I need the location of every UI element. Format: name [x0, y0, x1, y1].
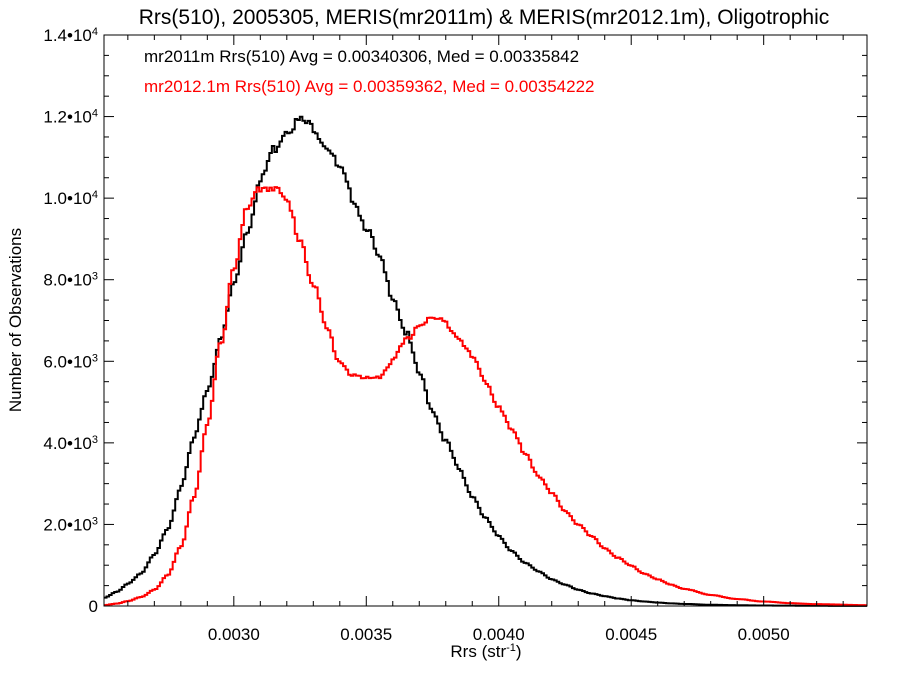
y-tick-label: 2.0•103: [43, 515, 98, 534]
y-axis-label: Number of Observations: [6, 228, 25, 412]
x-tick-label: 0.0050: [738, 625, 790, 644]
y-tick-label: 0: [89, 597, 98, 616]
x-axis-ticks: 0.0030 0.0035 0.0040 0.0045 0.0050: [127, 35, 844, 644]
annotations: mr2011m Rrs(510) Avg = 0.00340306, Med =…: [144, 47, 595, 96]
x-axis-label-sup: -1: [506, 642, 516, 654]
series-2-line: [104, 186, 867, 607]
y-tick-label: 1.2•104: [43, 108, 98, 127]
x-tick-label: 0.0035: [340, 625, 392, 644]
annotation-2: mr2012.1m Rrs(510) Avg = 0.00359362, Med…: [144, 77, 595, 96]
x-tick-label: 0.0030: [208, 625, 260, 644]
y-tick-label: 8.0•103: [43, 271, 98, 290]
plot-frame: [103, 34, 868, 607]
x-axis-label: Rrs (str-1): [450, 642, 521, 661]
chart-title: Rrs(510), 2005305, MERIS(mr2011m) & MERI…: [139, 6, 830, 29]
y-tick-label: 1.0•104: [43, 189, 98, 208]
series-1-line: [104, 115, 867, 607]
x-axis-label-main: Rrs (str: [450, 642, 506, 661]
x-tick-label: 0.0040: [473, 625, 525, 644]
y-tick-label: 1.4•104: [43, 26, 98, 45]
x-axis-label-close: ): [516, 642, 522, 661]
x-tick-label: 0.0045: [605, 625, 657, 644]
series-layer: [104, 115, 867, 607]
y-tick-label: 4.0•103: [43, 434, 98, 453]
y-axis-ticks: 0 2.0•103 4.0•103 6.0•103 8.0•103 1.0•104 1.2•…: [43, 26, 867, 616]
y-tick-label: 6.0•103: [43, 352, 98, 371]
annotation-1: mr2011m Rrs(510) Avg = 0.00340306, Med =…: [144, 47, 579, 66]
